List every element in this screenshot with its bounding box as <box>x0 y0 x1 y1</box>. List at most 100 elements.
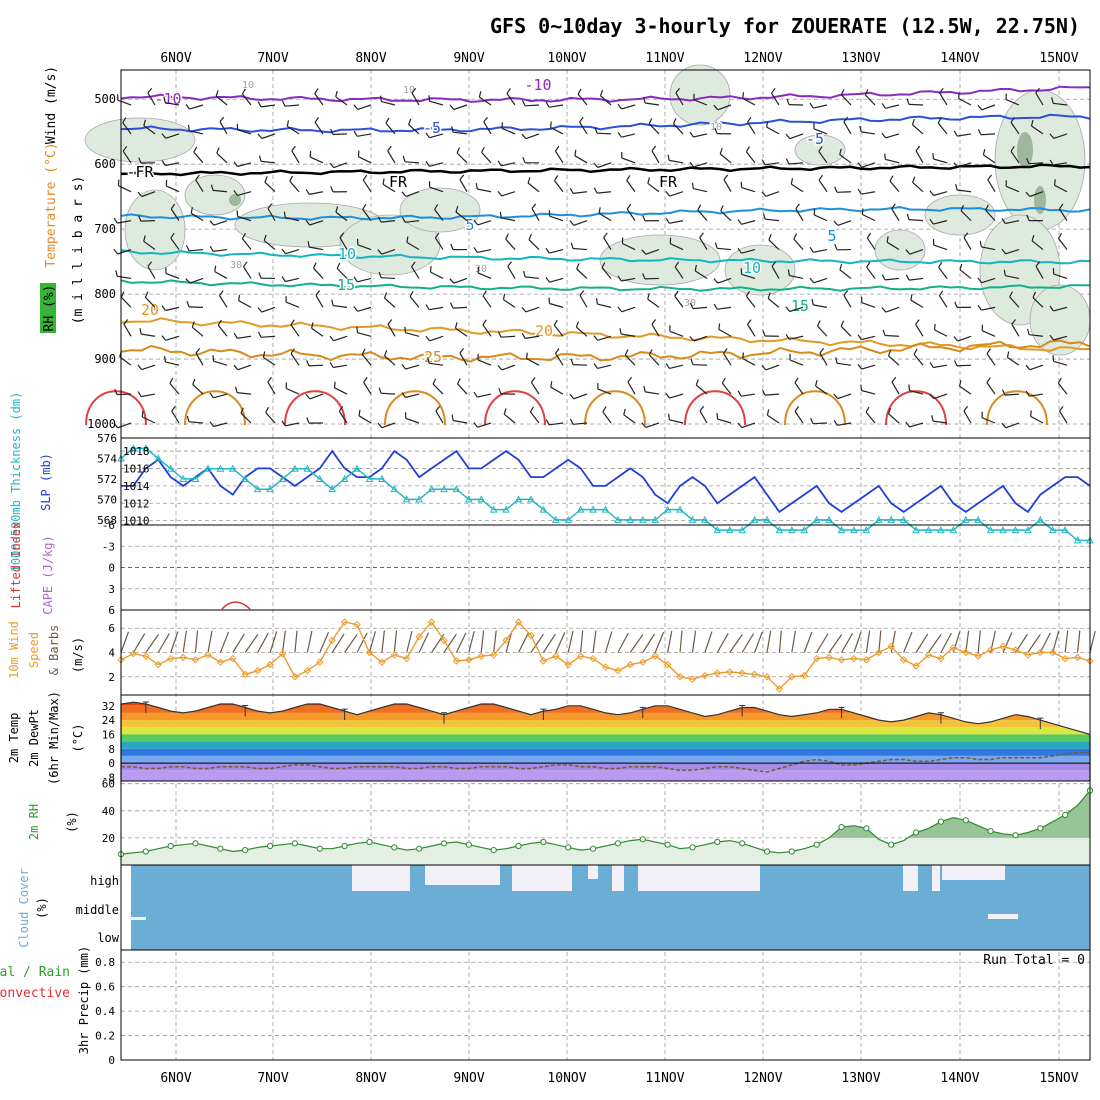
wind-barb <box>576 326 588 337</box>
wind10-barb <box>406 630 413 653</box>
wind-barb <box>861 162 876 168</box>
wind-barb-flag <box>954 301 958 308</box>
thickness-marker <box>887 515 896 523</box>
wind-barb-flag <box>329 162 335 168</box>
wind-barb-flag <box>835 357 838 364</box>
wind-barb <box>358 415 372 424</box>
wind-barb-flag <box>689 161 695 168</box>
wind-barb <box>429 186 444 193</box>
rh2m-area-high <box>829 790 1090 838</box>
slp-line <box>121 449 1091 514</box>
wind-barb <box>405 393 420 399</box>
wind-barb-flag <box>761 365 767 371</box>
wind10-marker <box>750 670 759 679</box>
thickness-marker <box>204 464 212 472</box>
wind-barb-flag <box>648 118 653 125</box>
contour-label: 10 <box>338 245 356 263</box>
isotherm-30-lobe <box>484 390 546 426</box>
thickness-marker <box>638 515 647 523</box>
wind-barb-flag <box>311 322 314 329</box>
wind-barb-flag <box>906 213 910 220</box>
wind-barb-flag <box>953 162 959 168</box>
slp-tick-label: 1010 <box>123 515 150 528</box>
wind-barb-flag <box>428 95 431 102</box>
wind-barb-flag <box>427 357 430 364</box>
wind-barb <box>453 419 468 424</box>
wind-barb <box>693 335 708 342</box>
wind-barb-flag <box>305 219 311 226</box>
wind-barb-flag <box>113 217 118 224</box>
wind10-barb <box>418 632 430 653</box>
wind-barb-flag <box>929 361 934 368</box>
wind-barb <box>387 150 396 164</box>
temp-line <box>120 701 1091 781</box>
wind-barb-flag <box>333 381 336 388</box>
wind-barb-flag <box>790 178 794 185</box>
thickness-marker <box>365 474 374 482</box>
wind-barb-flag <box>113 248 119 255</box>
wind-barb-flag <box>641 249 647 255</box>
pressure-tick-label: 800 <box>94 287 116 301</box>
rh-shading <box>924 194 996 236</box>
wind-barb <box>119 356 132 366</box>
isotherm-30-lobe <box>284 390 346 426</box>
wind-barb-flag <box>647 177 651 184</box>
wind-barb-flag <box>329 362 334 368</box>
wind-barb <box>453 104 468 111</box>
wind-barb <box>285 217 300 222</box>
thickness-marker <box>539 505 548 513</box>
temp-band <box>121 748 1090 756</box>
wind-barb-flag <box>545 419 550 426</box>
wind-barb-flag <box>281 248 287 255</box>
wind-barb <box>263 356 276 366</box>
temp-minmax-bar <box>540 708 547 721</box>
wind10-barb <box>132 633 146 653</box>
wind-barb-flag <box>986 348 991 355</box>
wind-barb-flag <box>170 203 176 210</box>
wind-barb <box>503 299 516 308</box>
wind-barb <box>434 209 444 221</box>
wind-barb <box>218 295 228 308</box>
wind-barb <box>213 189 228 193</box>
wind10-marker <box>738 669 746 677</box>
wind10-barb <box>244 634 259 653</box>
isotherm-30-lobe <box>184 390 246 426</box>
wind-barb <box>1005 185 1020 193</box>
wind10-barb <box>1039 632 1051 653</box>
wind-barb <box>430 271 444 279</box>
wind-barb <box>669 393 684 399</box>
wind-barb <box>909 389 924 395</box>
wind-barb-flag <box>429 266 432 273</box>
temp-tick-label: 32 <box>102 700 115 713</box>
wind-barb-flag <box>482 290 487 297</box>
wind-barb <box>267 381 276 395</box>
wind10-marker <box>850 654 858 663</box>
wind10-barb <box>306 630 313 653</box>
wind-barb-flag <box>216 147 220 154</box>
wind-barb <box>866 237 876 250</box>
wind-barb <box>165 306 180 312</box>
wind-barb <box>621 333 636 337</box>
isotherm-30-lobe <box>784 390 846 426</box>
wind-barb-flag <box>290 348 295 354</box>
wind10-marker <box>365 648 374 657</box>
wind-barb-flag <box>336 262 341 269</box>
wind-barb <box>623 414 636 424</box>
wind-barb <box>675 92 684 106</box>
temp-minmax-bar <box>1037 717 1044 730</box>
wind-barb <box>699 410 708 424</box>
bottom-date-label: 14NOV <box>940 1071 979 1086</box>
wind10-marker <box>502 636 510 645</box>
wind10-barb <box>1076 630 1081 653</box>
wind-barb-flag <box>425 304 430 311</box>
wind-barb <box>237 335 252 339</box>
wind-barb <box>986 353 996 366</box>
wind-barb-flag <box>834 186 838 193</box>
wind10-barb <box>604 631 613 653</box>
wind10-barb <box>468 631 475 653</box>
top-date-label: 13NOV <box>841 51 880 66</box>
wind-barb <box>309 220 324 226</box>
wind-axis-label: Wind (m/s) <box>44 66 59 144</box>
wind-barb-flag <box>143 235 146 242</box>
wind-barb <box>284 104 300 107</box>
